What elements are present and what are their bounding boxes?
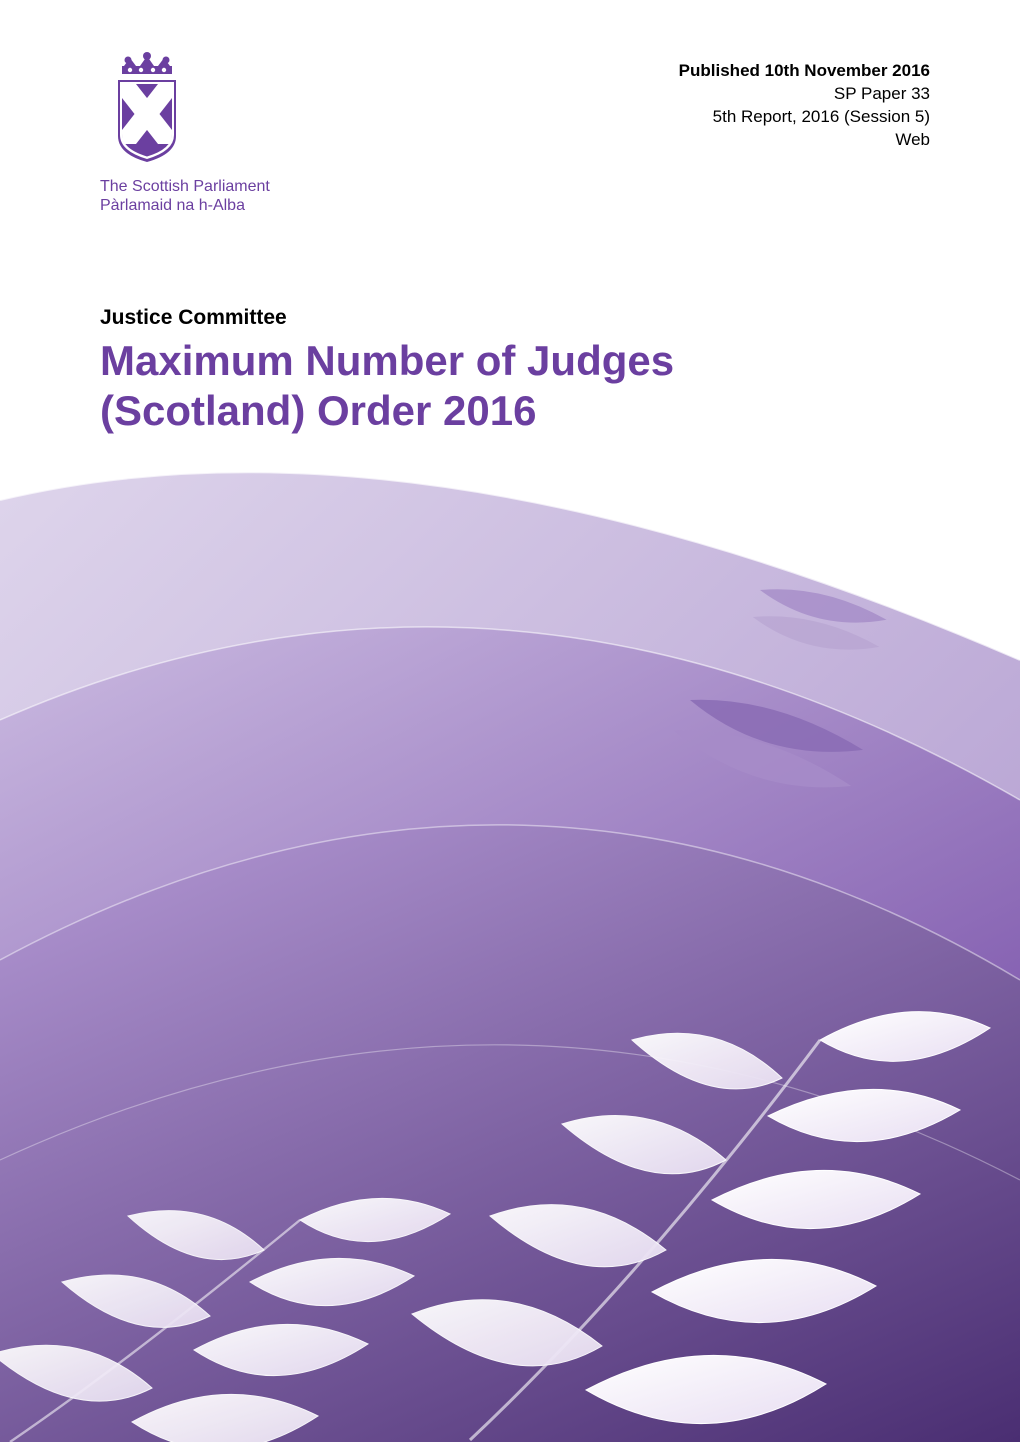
document-title: Maximum Number of Judges (Scotland) Orde… [100,336,674,435]
title-line-1: Maximum Number of Judges [100,337,674,384]
decorative-artwork [0,460,1020,1442]
report-number: 5th Report, 2016 (Session 5) [679,106,930,129]
published-date: Published 10th November 2016 [679,60,930,83]
committee-name: Justice Committee [100,306,287,330]
org-name-en: The Scottish Parliament [100,177,300,196]
crest-icon [106,50,188,162]
paper-number: SP Paper 33 [679,83,930,106]
organisation-name: The Scottish Parliament Pàrlamaid na h-A… [100,177,300,215]
format-label: Web [679,129,930,152]
title-line-2: (Scotland) Order 2016 [100,387,536,434]
publication-meta: Published 10th November 2016 SP Paper 33… [679,60,930,152]
org-name-gd: Pàrlamaid na h-Alba [100,196,300,215]
organisation-logo: The Scottish Parliament Pàrlamaid na h-A… [100,50,300,215]
